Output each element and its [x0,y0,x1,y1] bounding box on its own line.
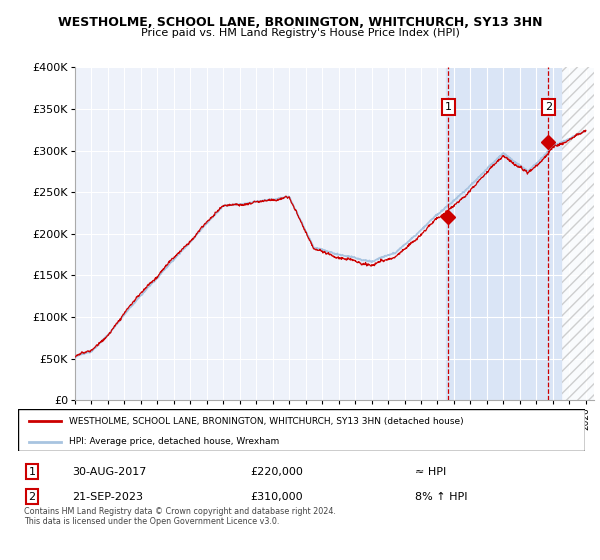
Text: 30-AUG-2017: 30-AUG-2017 [72,466,146,477]
Text: £310,000: £310,000 [250,492,303,502]
Text: Price paid vs. HM Land Registry's House Price Index (HPI): Price paid vs. HM Land Registry's House … [140,28,460,38]
Text: WESTHOLME, SCHOOL LANE, BRONINGTON, WHITCHURCH, SY13 3HN: WESTHOLME, SCHOOL LANE, BRONINGTON, WHIT… [58,16,542,29]
Text: WESTHOLME, SCHOOL LANE, BRONINGTON, WHITCHURCH, SY13 3HN (detached house): WESTHOLME, SCHOOL LANE, BRONINGTON, WHIT… [69,417,464,426]
Text: Contains HM Land Registry data © Crown copyright and database right 2024.
This d: Contains HM Land Registry data © Crown c… [23,507,335,526]
Text: HPI: Average price, detached house, Wrexham: HPI: Average price, detached house, Wrex… [69,437,279,446]
Text: 1: 1 [29,466,35,477]
Bar [446,67,562,400]
Text: 2: 2 [29,492,36,502]
Text: 21-SEP-2023: 21-SEP-2023 [72,492,143,502]
Text: 1: 1 [445,102,452,112]
Text: ≈ HPI: ≈ HPI [415,466,446,477]
Text: 2: 2 [545,102,552,112]
Text: 8% ↑ HPI: 8% ↑ HPI [415,492,467,502]
Text: £220,000: £220,000 [250,466,304,477]
